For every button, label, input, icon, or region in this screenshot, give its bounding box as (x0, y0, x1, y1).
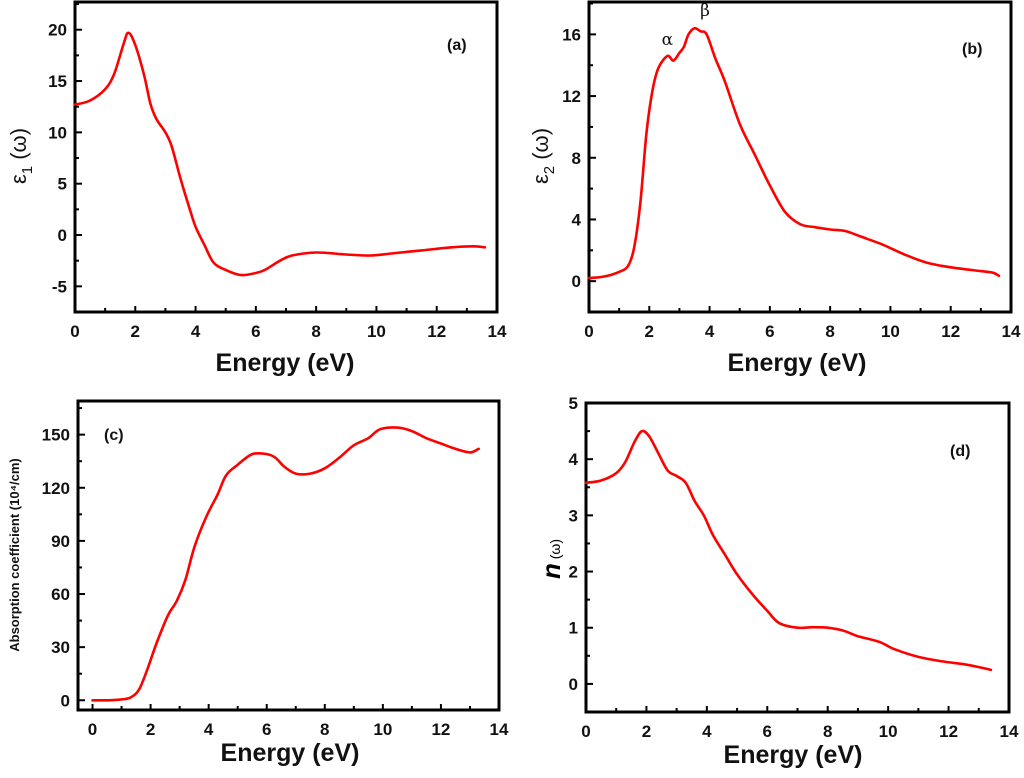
panel-b-tag: (b) (962, 41, 982, 58)
y-tick-label: -5 (52, 277, 67, 296)
y-tick-label: 120 (42, 479, 70, 498)
x-tick-label: 4 (702, 722, 712, 741)
panel-c-marks: 0 2 4 6 8 10 12 14 0 30 60 90 120 150 (42, 399, 509, 739)
y-tick-label: 20 (48, 21, 67, 40)
y-tick-label: 0 (572, 272, 581, 291)
x-tick-label: 2 (131, 322, 140, 341)
x-tick-label: 6 (763, 722, 772, 741)
series-line-refractive_index (584, 429, 993, 672)
plot-frame (76, 399, 501, 712)
panel-a-tag: (a) (447, 37, 467, 54)
y-tick-label: 0 (61, 691, 70, 710)
x-tick-label: 0 (88, 720, 97, 739)
peak-annotation: α (662, 30, 674, 50)
x-tick-label: 4 (191, 322, 201, 341)
panel-a-marks: 0 2 4 6 8 10 12 14 -5 0 5 10 15 20 (48, 0, 507, 341)
x-tick-label: 8 (823, 722, 832, 741)
y-tick-label: 150 (42, 426, 70, 445)
panel-b-ylabel: ε2 (ω) (528, 128, 558, 184)
x-tick-label: 14 (1000, 722, 1019, 741)
x-tick-label: 0 (70, 322, 79, 341)
y-tick-label: 2 (569, 563, 578, 582)
y-tick-label: 10 (48, 123, 67, 142)
x-tick-label: 12 (427, 322, 446, 341)
y-tick-label: 5 (569, 394, 578, 413)
x-tick-label: 12 (939, 722, 958, 741)
x-tick-label: 6 (765, 322, 774, 341)
x-tick-label: 8 (320, 720, 329, 739)
panel-c-xlabel: Energy (eV) (221, 739, 360, 767)
x-tick-label: 14 (488, 322, 507, 341)
y-tick-label: 0 (58, 226, 67, 245)
y-tick-label: 4 (569, 450, 579, 469)
x-tick-label: 6 (262, 720, 271, 739)
panel-b-ylabel-suffix: (ω) (528, 128, 553, 166)
peak-annotation: β (700, 1, 710, 21)
x-tick-label: 2 (642, 722, 651, 741)
y-tick-label: 5 (58, 175, 67, 194)
series-line-epsilon1 (73, 31, 487, 277)
plot-frame (584, 401, 1011, 714)
panel-a-xlabel: Energy (eV) (216, 349, 355, 377)
y-tick-label: 3 (569, 506, 578, 525)
x-tick-label: 12 (941, 322, 960, 341)
x-tick-label: 6 (251, 322, 260, 341)
panel-b-ylabel-main: ε (528, 174, 553, 184)
plot-frame (587, 0, 1013, 314)
x-tick-label: 8 (311, 322, 320, 341)
y-tick-label: 16 (562, 25, 581, 44)
panel-d-tag: (d) (950, 443, 970, 460)
x-tick-label: 2 (146, 720, 155, 739)
y-tick-label: 0 (569, 675, 578, 694)
panel-d-ylabel-main: n (536, 563, 566, 579)
panel-a-ylabel-sub: 1 (19, 166, 36, 174)
x-tick-label: 10 (879, 722, 898, 741)
x-tick-label: 10 (881, 322, 900, 341)
x-tick-label: 14 (1002, 322, 1021, 341)
y-tick-label: 8 (572, 149, 581, 168)
y-tick-label: 90 (51, 532, 70, 551)
y-tick-label: 12 (562, 87, 581, 106)
x-tick-label: 4 (705, 322, 715, 341)
panel-b-marks: 0 2 4 6 8 10 12 14 0 4 8 12 16 α β (562, 0, 1021, 341)
panel-b-xlabel: Energy (eV) (728, 349, 867, 377)
x-tick-label: 0 (581, 722, 590, 741)
x-tick-label: 14 (490, 720, 509, 739)
panel-d-ylabel-suffix: (ω) (547, 539, 563, 563)
y-tick-label: 60 (51, 585, 70, 604)
panel-a-ylabel: ε1 (ω) (6, 128, 36, 184)
series-line-absorption (91, 426, 480, 702)
panel-c-ylabel: Absorption coefficient (10⁴/cm) (7, 458, 22, 652)
panel-a: 0 2 4 6 8 10 12 14 -5 0 5 10 15 20 (a) Energy (eV) ε1… (6, 0, 507, 377)
x-tick-label: 10 (367, 322, 386, 341)
panel-d-ylabel: n (ω) (536, 539, 566, 579)
y-tick-label: 15 (48, 72, 67, 91)
panel-a-ylabel-main: ε (6, 174, 31, 184)
series-line-epsilon2 (587, 26, 1001, 280)
x-tick-label: 10 (373, 720, 392, 739)
y-tick-label: 30 (51, 638, 70, 657)
plot-frame (73, 0, 499, 314)
x-tick-label: 0 (584, 322, 593, 341)
panel-d-xlabel: Energy (eV) (724, 741, 863, 769)
x-tick-label: 4 (204, 720, 214, 739)
panel-c-tag: (c) (104, 427, 124, 444)
x-tick-label: 12 (431, 720, 450, 739)
y-tick-label: 1 (569, 619, 578, 638)
panel-b-ylabel-sub: 2 (541, 166, 558, 174)
x-tick-label: 2 (645, 322, 654, 341)
panel-a-ylabel-suffix: (ω) (6, 128, 31, 166)
y-tick-label: 4 (572, 210, 582, 229)
panel-c: 0 2 4 6 8 10 12 14 0 30 60 90 120 150 (c) Energy (eV)… (7, 399, 509, 767)
x-tick-label: 8 (825, 322, 834, 341)
panel-b: 0 2 4 6 8 10 12 14 0 4 8 12 16 α β (b) Energy (eV) ε2 … (528, 0, 1021, 377)
